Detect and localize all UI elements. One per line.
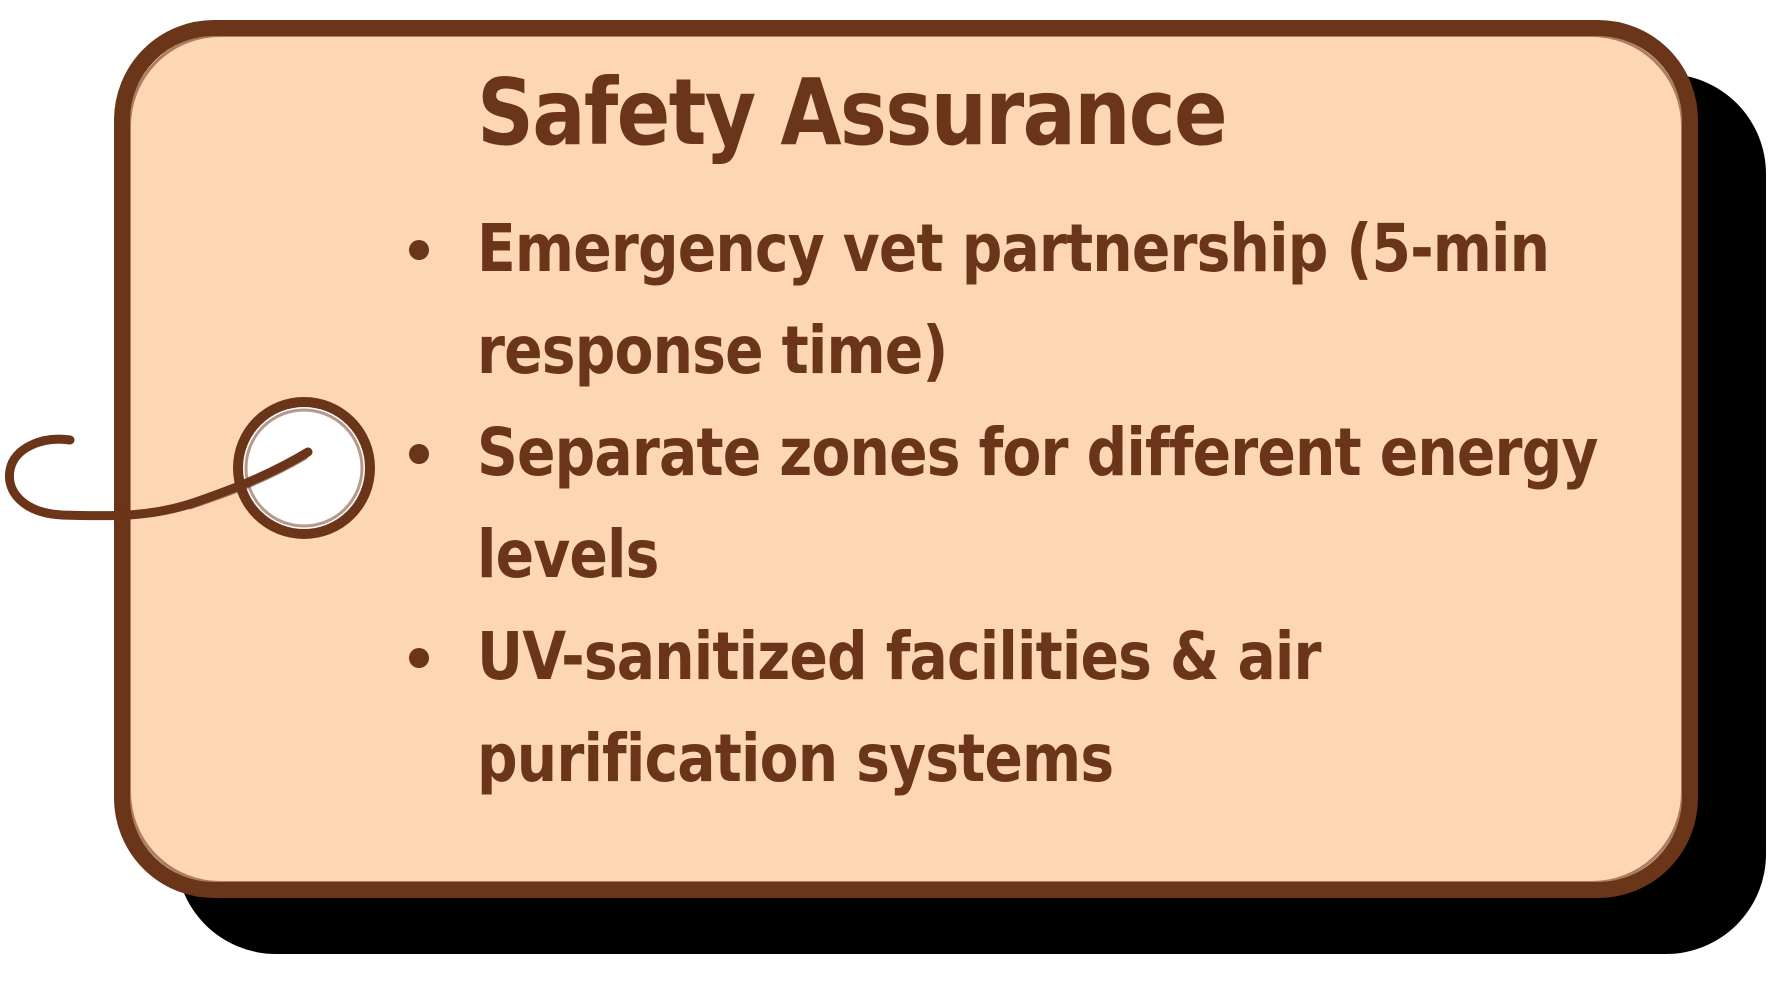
bullet-list: Emergency vet partnership (5-min respons…: [405, 198, 1665, 810]
list-item-text: Emergency vet partnership (5-min respons…: [477, 210, 1550, 390]
list-item: Separate zones for different energy leve…: [405, 402, 1665, 606]
tag-hole-sketch-icon: [244, 408, 364, 528]
list-item-text: Separate zones for different energy leve…: [477, 414, 1598, 594]
tag-content: Safety Assurance Emergency vet partnersh…: [405, 58, 1665, 810]
tag-string-sketch-icon: [188, 456, 308, 510]
bullet-dot-icon: [409, 648, 429, 669]
tag-sketch-outline: [128, 34, 1684, 884]
list-item: UV-sanitized facilities & air purificati…: [405, 606, 1665, 810]
list-item: Emergency vet partnership (5-min respons…: [405, 198, 1665, 402]
bullet-dot-icon: [409, 240, 429, 261]
tag-card: [114, 20, 1698, 898]
tag-string-icon: [4, 434, 313, 521]
bullet-dot-icon: [409, 444, 429, 465]
tag-hole-icon: [233, 397, 375, 539]
list-item-text: UV-sanitized facilities & air purificati…: [477, 618, 1321, 798]
card-title: Safety Assurance: [477, 59, 1228, 166]
